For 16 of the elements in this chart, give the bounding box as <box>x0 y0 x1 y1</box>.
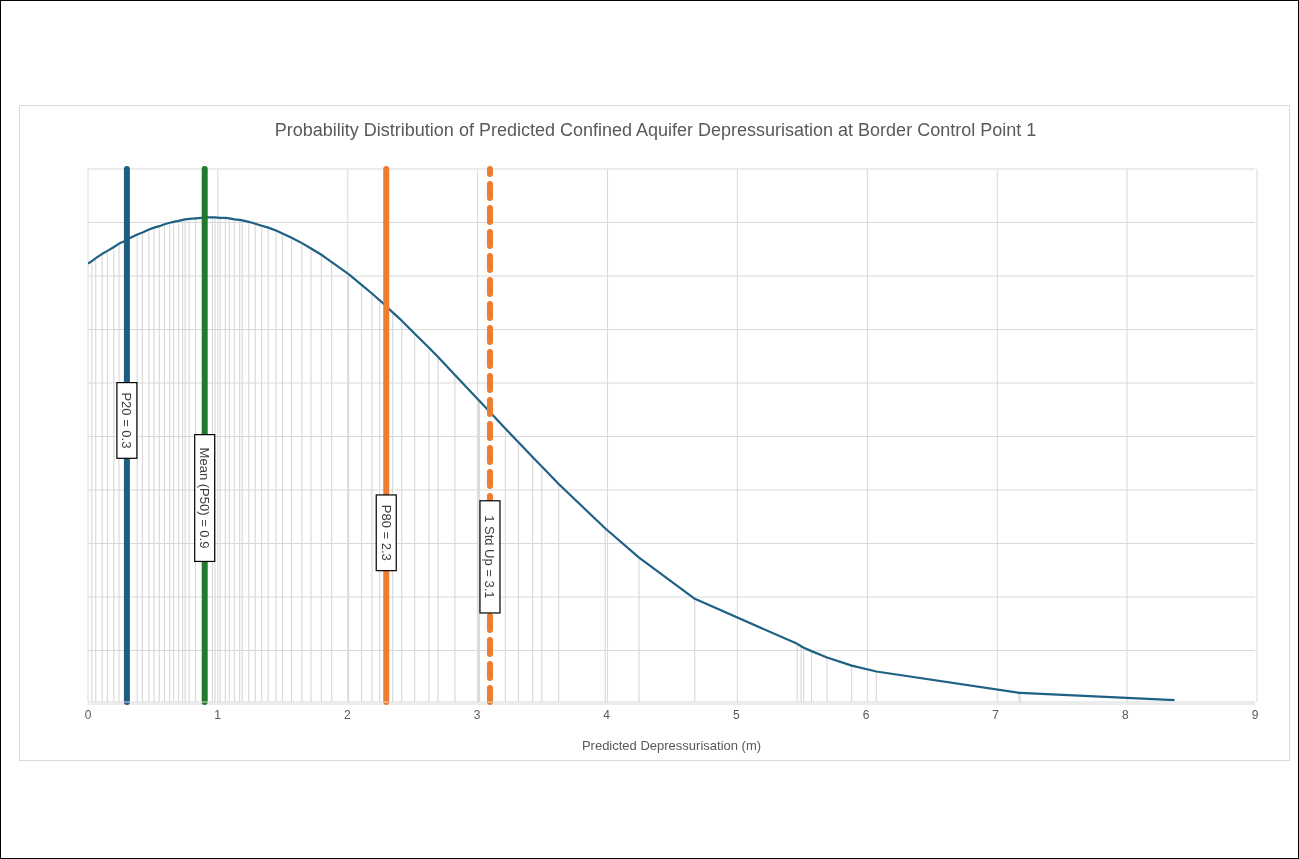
x-tick-label: 6 <box>862 707 870 722</box>
x-tick-label: 2 <box>343 707 351 722</box>
ref-line-label: P20 = 0.3 <box>119 392 135 449</box>
x-tick-label: 4 <box>603 707 611 722</box>
ref-line-label: P80 = 2.3 <box>378 504 394 561</box>
ref-line-label: 1 Std Up = 3.1 <box>482 515 498 599</box>
x-tick-label: 5 <box>732 707 740 722</box>
x-tick-label: 1 <box>214 707 222 722</box>
ref-line-label: Mean (P50) = 0.9 <box>197 447 213 549</box>
x-tick-label: 3 <box>473 707 481 722</box>
x-tick-label: 9 <box>1251 707 1259 722</box>
x-tick-label: 0 <box>84 707 92 722</box>
chart-title: Probability Distribution of Predicted Confined Aquifer Depressurisation at Border Control Point 1 <box>273 120 1038 141</box>
x-axis-title: Predicted Depressurisation (m) <box>581 738 762 753</box>
x-tick-label: 8 <box>1121 707 1129 722</box>
x-tick-label: 7 <box>992 707 1000 722</box>
